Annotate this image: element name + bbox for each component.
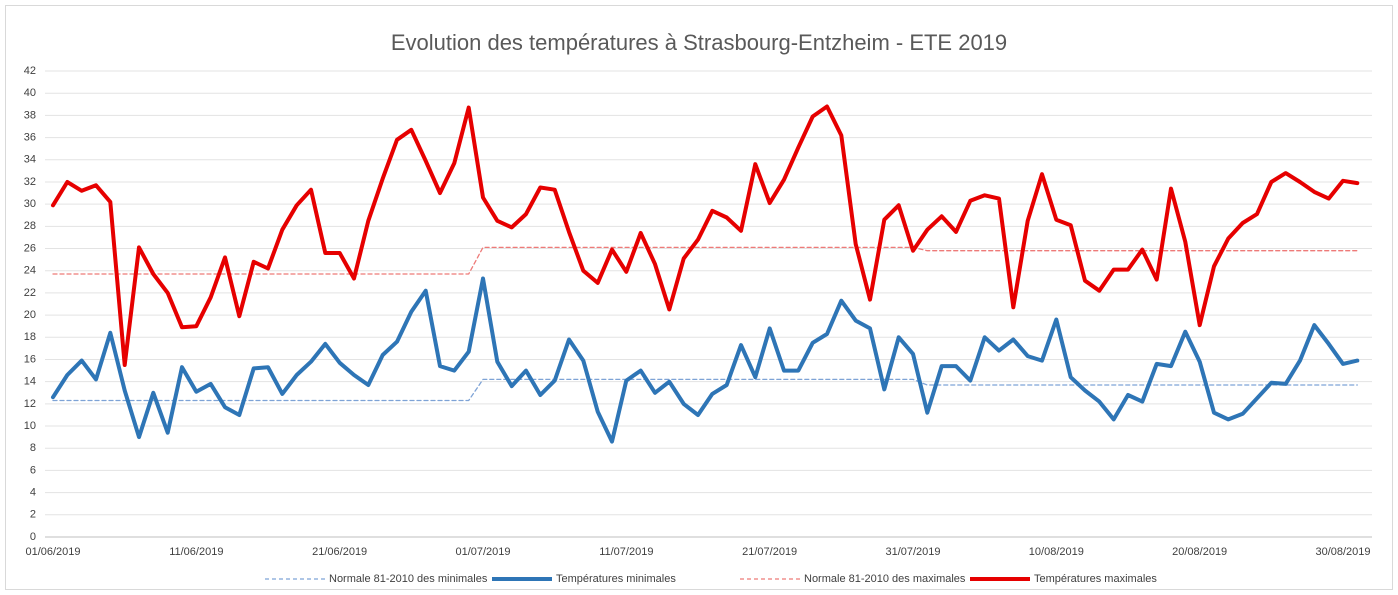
y-tick-label: 32 — [24, 176, 36, 188]
y-tick-label: 42 — [24, 65, 36, 77]
y-tick-label: 26 — [24, 242, 36, 254]
series-line — [51, 276, 1360, 444]
x-tick-label: 21/07/2019 — [742, 546, 797, 558]
y-tick-label: 4 — [30, 487, 36, 499]
y-tick-label: 0 — [30, 531, 36, 543]
legend-label: Normale 81-2010 des minimales — [329, 573, 488, 585]
legend-label: Normale 81-2010 des maximales — [804, 573, 966, 585]
y-tick-label: 12 — [24, 398, 36, 410]
y-tick-label: 16 — [24, 353, 36, 365]
y-tick-label: 18 — [24, 331, 36, 343]
chart-title: Evolution des températures à Strasbourg-… — [391, 30, 1007, 55]
y-tick-label: 14 — [24, 376, 36, 388]
y-tick-label: 40 — [24, 87, 36, 99]
x-tick-label: 31/07/2019 — [885, 546, 940, 558]
y-tick-label: 38 — [24, 109, 36, 121]
x-tick-label: 20/08/2019 — [1172, 546, 1227, 558]
x-tick-label: 01/07/2019 — [455, 546, 510, 558]
y-tick-label: 30 — [24, 198, 36, 210]
y-tick-label: 10 — [24, 420, 36, 432]
series-line — [52, 378, 1358, 402]
series-line — [51, 104, 1360, 367]
y-tick-label: 34 — [24, 154, 36, 166]
y-tick-label: 28 — [24, 220, 36, 232]
y-tick-label: 6 — [30, 464, 36, 476]
x-tick-label: 30/08/2019 — [1315, 546, 1370, 558]
x-tick-label: 21/06/2019 — [312, 546, 367, 558]
y-tick-label: 36 — [24, 131, 36, 143]
x-tick-label: 01/06/2019 — [25, 546, 80, 558]
legend-label: Températures maximales — [1034, 573, 1157, 585]
legend-label: Températures minimales — [556, 573, 676, 585]
y-tick-label: 8 — [30, 442, 36, 454]
y-tick-label: 2 — [30, 509, 36, 521]
y-tick-label: 24 — [24, 265, 36, 277]
x-tick-label: 11/06/2019 — [169, 546, 223, 558]
y-tick-label: 22 — [24, 287, 36, 299]
y-tick-label: 20 — [24, 309, 36, 321]
x-tick-label: 10/08/2019 — [1029, 546, 1084, 558]
x-tick-label: 11/07/2019 — [599, 546, 653, 558]
